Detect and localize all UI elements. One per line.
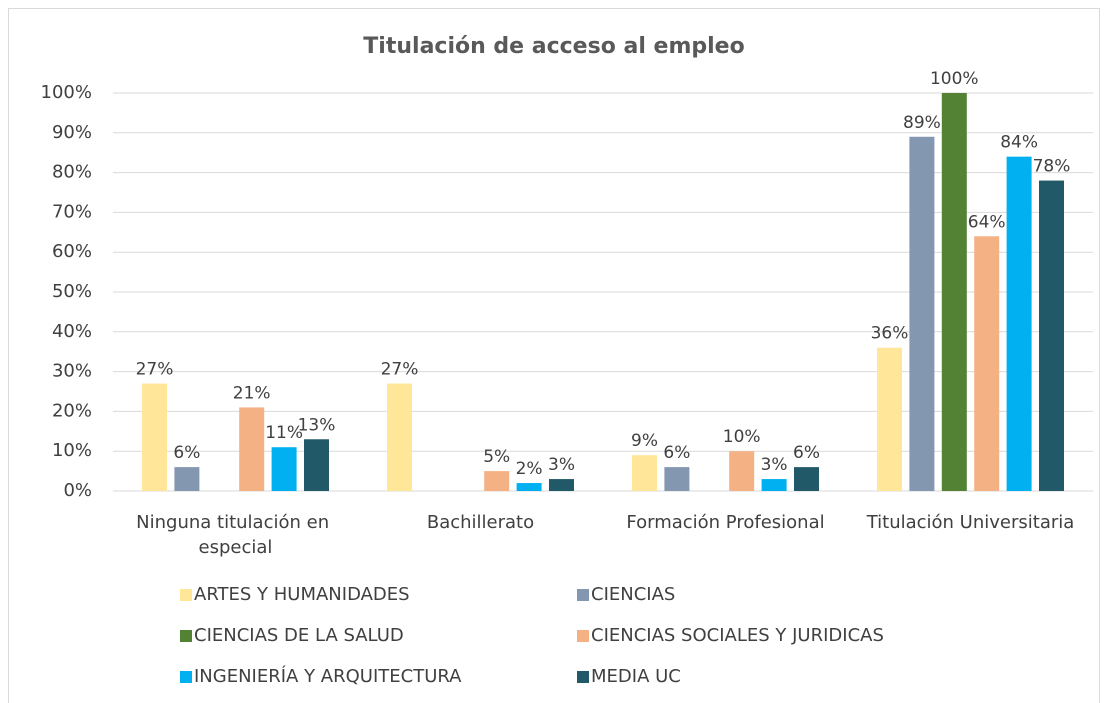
data-label: 36%	[871, 324, 909, 344]
data-label: 10%	[723, 427, 761, 447]
data-label: 100%	[930, 69, 979, 89]
bar	[387, 383, 412, 491]
y-tick-label: 10%	[52, 440, 92, 461]
bar	[142, 383, 167, 491]
legend-label: MEDIA UC	[591, 666, 681, 687]
data-label: 78%	[1033, 157, 1071, 177]
legend-label: ARTES Y HUMANIDADES	[194, 584, 410, 605]
data-label: 27%	[381, 360, 419, 380]
data-label: 13%	[298, 415, 336, 435]
bar	[484, 471, 510, 491]
bar	[304, 439, 329, 491]
bar	[794, 467, 819, 491]
data-label: 2%	[516, 459, 543, 479]
data-label: 84%	[1000, 133, 1038, 153]
y-tick-label: 40%	[52, 321, 92, 342]
x-tick-label: Formación Profesional	[626, 512, 824, 533]
bar	[239, 407, 265, 491]
bar	[909, 136, 935, 491]
data-label: 6%	[793, 443, 820, 463]
bar	[761, 479, 787, 491]
data-label: 27%	[136, 360, 174, 380]
legend-label: CIENCIAS SOCIALES Y JURIDICAS	[591, 625, 884, 646]
legend-marker	[180, 630, 192, 642]
bar	[1039, 180, 1064, 491]
legend-marker	[577, 671, 589, 683]
bar	[877, 347, 902, 491]
legend-marker	[577, 630, 589, 642]
bar	[729, 451, 755, 491]
x-tick-label: Titulación Universitaria	[866, 512, 1075, 533]
data-label: 3%	[548, 455, 575, 475]
y-tick-label: 20%	[52, 400, 92, 421]
y-tick-label: 60%	[52, 241, 92, 262]
y-tick-label: 100%	[41, 82, 92, 103]
legend-label: INGENIERÍA Y ARQUITECTURA	[194, 665, 462, 687]
bar	[271, 447, 297, 491]
data-label: 6%	[173, 443, 200, 463]
bar	[664, 467, 690, 491]
x-tick-label: Bachillerato	[427, 512, 534, 533]
chart-title: Titulación de acceso al empleo	[363, 34, 744, 59]
y-tick-label: 30%	[52, 361, 92, 382]
x-tick-label: Ninguna titulación en especial	[136, 512, 335, 558]
bar	[941, 93, 967, 491]
data-label: 3%	[761, 455, 788, 475]
data-label: 5%	[483, 447, 510, 467]
y-tick-label: 80%	[52, 162, 92, 183]
legend-marker	[180, 671, 192, 683]
legend-label: CIENCIAS DE LA SALUD	[194, 625, 404, 646]
legend-marker	[180, 589, 192, 601]
legend-marker	[577, 589, 589, 601]
data-label: 9%	[631, 431, 658, 451]
data-label: 11%	[265, 423, 303, 443]
data-label: 64%	[968, 212, 1006, 232]
data-label: 89%	[903, 113, 941, 133]
bar	[1006, 156, 1032, 491]
legend-label: CIENCIAS	[591, 584, 675, 605]
y-tick-label: 0%	[63, 480, 92, 501]
bar	[549, 479, 574, 491]
data-label: 6%	[663, 443, 690, 463]
bar	[516, 483, 542, 491]
y-tick-label: 70%	[52, 201, 92, 222]
y-tick-label: 90%	[52, 122, 92, 143]
data-label: 21%	[233, 383, 271, 403]
bar	[632, 455, 657, 491]
bar	[174, 467, 200, 491]
bar	[974, 236, 1000, 491]
y-tick-label: 50%	[52, 281, 92, 302]
